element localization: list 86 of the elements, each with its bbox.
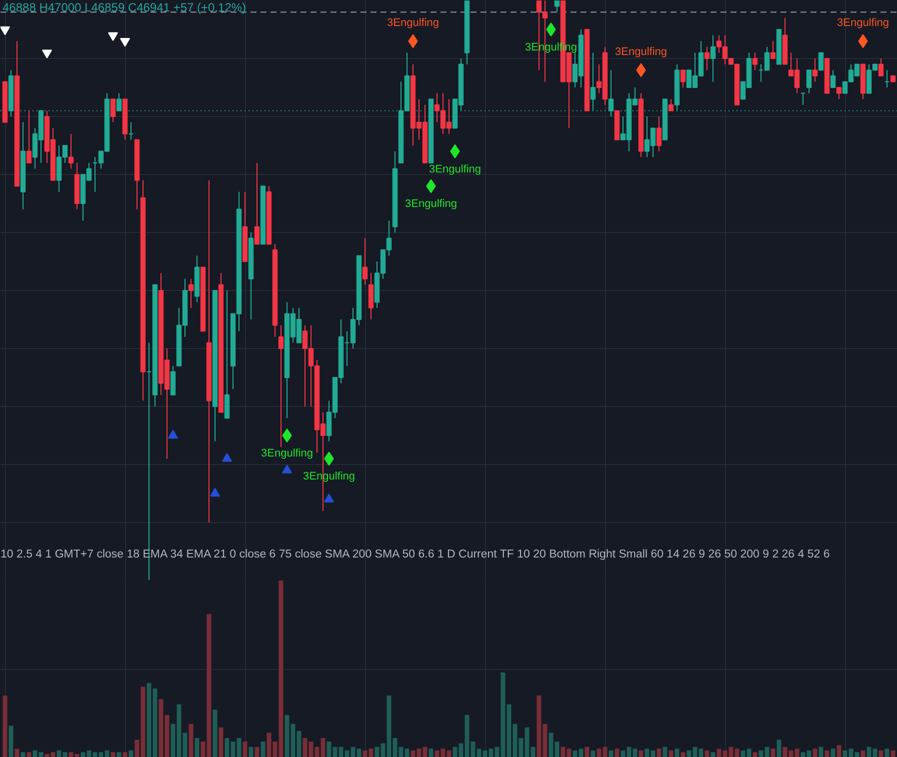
- candlestick: [770, 40, 776, 59]
- candlestick: [806, 70, 812, 94]
- bar: [878, 750, 884, 757]
- bar: [818, 746, 824, 757]
- candlestick: [188, 278, 194, 308]
- bar: [638, 750, 644, 757]
- bar: [836, 745, 842, 757]
- bar: [26, 752, 32, 757]
- candlestick: [830, 70, 836, 88]
- candlestick: [554, 0, 560, 13]
- point: [222, 453, 232, 462]
- bar: [2, 696, 8, 757]
- text: 3Engulfing: [615, 46, 668, 58]
- bar: [212, 710, 218, 757]
- bar: [674, 748, 680, 757]
- candlestick: [812, 58, 818, 82]
- bar: [116, 752, 122, 757]
- bar: [590, 750, 596, 757]
- point: [120, 38, 130, 47]
- bar: [830, 748, 836, 757]
- candlestick: [680, 70, 686, 88]
- bar: [248, 746, 254, 757]
- point: [0, 26, 10, 36]
- bar: [662, 746, 668, 757]
- bar: [20, 752, 26, 757]
- bar: [770, 748, 776, 757]
- bar: [704, 750, 710, 757]
- candlestick: [704, 46, 710, 71]
- candlestick: [362, 238, 368, 286]
- bar: [242, 742, 248, 757]
- annotation: 46888 H47000 L46859 C46941 +57 (+0.12%): [2, 0, 246, 14]
- candlestick: [710, 34, 716, 82]
- candlestick: [608, 70, 614, 117]
- bar: [584, 746, 590, 757]
- point: [42, 50, 52, 58]
- bar: [608, 750, 614, 757]
- candlestick: [224, 290, 230, 419]
- text: 3Engulfing: [405, 198, 458, 210]
- bar: [890, 750, 896, 757]
- series-label: 3Engulfing: [387, 17, 440, 30]
- candlestick: [278, 324, 284, 448]
- point: [210, 488, 220, 497]
- bar: [260, 742, 266, 757]
- bar: [776, 740, 782, 757]
- text: 3Engulfing: [261, 448, 314, 460]
- bar: [668, 750, 674, 757]
- point: [282, 428, 292, 442]
- bar: [812, 748, 818, 757]
- candlestick: [170, 365, 176, 396]
- bar: [860, 750, 866, 757]
- bar: [254, 746, 260, 757]
- point: [324, 494, 334, 502]
- bar: [656, 748, 662, 757]
- bar: [14, 748, 20, 757]
- candlestick: [116, 92, 122, 112]
- bar: [110, 752, 116, 757]
- bar: [194, 738, 200, 757]
- candlestick: [668, 98, 674, 112]
- candlestick: [110, 98, 116, 123]
- candlestick: [836, 87, 842, 100]
- candlestick: [752, 52, 758, 71]
- point: [168, 430, 178, 439]
- bar: [884, 748, 890, 757]
- bar: [122, 752, 128, 757]
- bar: [128, 750, 134, 757]
- series-label: 3Engulfing: [429, 163, 482, 176]
- point: [108, 32, 118, 41]
- bar: [428, 748, 434, 757]
- candlestick: [878, 58, 884, 76]
- bar: [218, 727, 224, 757]
- point: [546, 22, 556, 36]
- text: 3Engulfing: [837, 17, 890, 30]
- point: [282, 464, 292, 474]
- bar: [680, 752, 686, 757]
- candlestick: [818, 52, 824, 71]
- candlestick: [254, 162, 260, 245]
- bar: [8, 726, 14, 757]
- candlestick: [26, 110, 32, 164]
- bar: [824, 750, 830, 757]
- candlestick: [656, 116, 662, 152]
- bar: [752, 752, 758, 757]
- bar: [188, 724, 194, 757]
- bar: [710, 752, 716, 757]
- candlestick: [68, 133, 74, 170]
- bar: [614, 748, 620, 757]
- candlestick: [368, 272, 374, 320]
